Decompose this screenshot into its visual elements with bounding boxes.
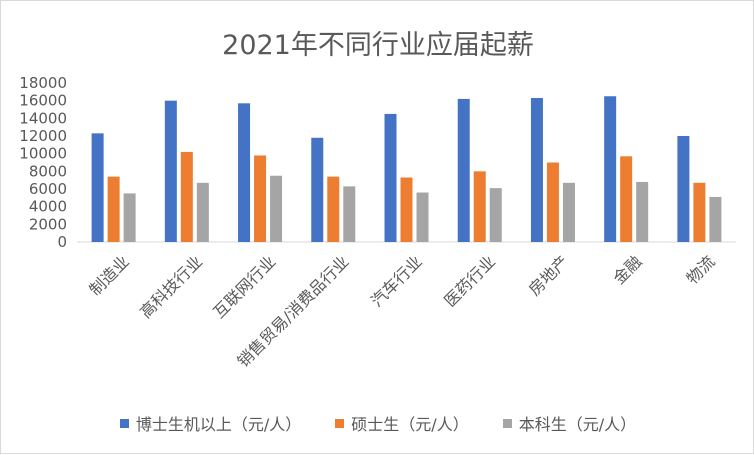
- bar: [107, 176, 120, 242]
- x-category-label: 医药行业: [440, 252, 499, 311]
- x-category-label: 物流: [683, 252, 719, 288]
- legend-item: 硕士生（元/人）: [335, 411, 469, 435]
- bar: [530, 98, 543, 243]
- y-tick-label: 2000: [29, 215, 67, 233]
- bar: [604, 96, 617, 242]
- legend-label: 本科生（元/人）: [518, 415, 637, 434]
- y-tick-label: 6000: [29, 180, 67, 198]
- y-tick-label: 0: [57, 233, 67, 251]
- y-tick-label: 8000: [29, 162, 67, 180]
- legend-label: 博士生机以上（元/人）: [135, 415, 302, 434]
- bar: [709, 196, 722, 242]
- legend-swatch: [119, 418, 129, 428]
- x-category-label: 制造业: [86, 252, 133, 299]
- y-tick-label: 14000: [19, 109, 67, 127]
- y-tick-label: 10000: [19, 145, 67, 163]
- bar: [91, 133, 104, 242]
- bar: [620, 156, 633, 242]
- bar: [636, 181, 649, 242]
- bar: [196, 182, 209, 242]
- legend-swatch: [502, 418, 512, 428]
- x-category-label: 金融: [609, 252, 645, 288]
- legend-swatch: [335, 418, 345, 428]
- x-category-label: 房地产: [525, 252, 572, 299]
- y-tick-label: 18000: [19, 74, 67, 92]
- legend-item: 本科生（元/人）: [502, 411, 637, 435]
- bar: [270, 175, 283, 242]
- bar: [254, 155, 267, 242]
- bar: [546, 162, 559, 242]
- bar: [123, 193, 136, 242]
- bar: [489, 188, 502, 242]
- y-tick-label: 12000: [19, 127, 67, 145]
- bar: [473, 171, 486, 242]
- bar: [343, 186, 356, 242]
- x-category-label: 互联网行业: [209, 252, 279, 322]
- legend-item: 博士生机以上（元/人）: [119, 411, 302, 435]
- x-category-label: 汽车行业: [367, 252, 426, 311]
- legend-label: 硕士生（元/人）: [351, 415, 469, 434]
- y-tick-label: 16000: [19, 92, 67, 110]
- bar: [164, 100, 177, 243]
- bar: [238, 103, 251, 242]
- y-tick-label: 4000: [29, 198, 67, 216]
- legend: 博士生机以上（元/人） 硕士生（元/人） 本科生（元/人）: [1, 411, 754, 435]
- bar: [693, 182, 706, 242]
- bar: [384, 113, 397, 243]
- bar: [400, 177, 413, 242]
- x-category-label: 高科技行业: [136, 252, 206, 322]
- bar: [677, 136, 690, 242]
- bar: [416, 192, 429, 242]
- bar: [562, 182, 575, 242]
- bar: [327, 176, 340, 242]
- bar: [180, 151, 193, 242]
- chart-title: 2021年不同行业应届起薪: [222, 30, 534, 61]
- bar: [457, 98, 470, 243]
- bar: [311, 137, 324, 242]
